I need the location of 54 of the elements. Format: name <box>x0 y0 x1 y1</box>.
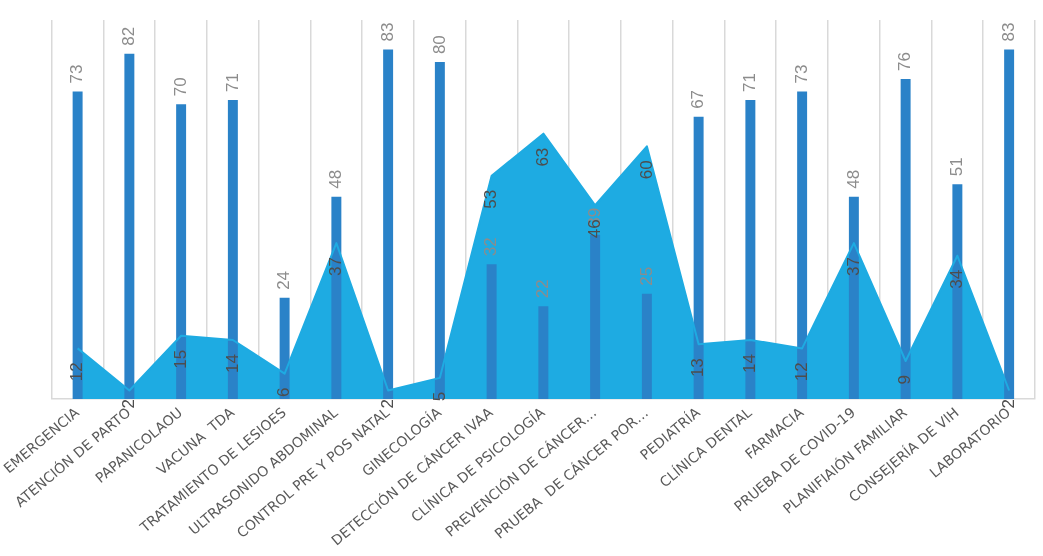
data-label: 51 <box>947 157 967 177</box>
bar <box>434 62 445 399</box>
data-label: 48 <box>326 169 346 189</box>
data-label: 12 <box>67 362 87 382</box>
data-label: 34 <box>947 269 967 289</box>
bar <box>693 116 704 399</box>
data-label: 9 <box>895 375 915 385</box>
data-label: 73 <box>791 64 811 84</box>
bar <box>486 264 497 399</box>
data-label: 32 <box>481 237 501 257</box>
data-label: 71 <box>222 73 242 92</box>
bar <box>848 196 859 399</box>
data-label: 80 <box>429 35 449 55</box>
bar <box>383 49 394 399</box>
data-label: 60 <box>636 160 656 180</box>
data-label: 2 <box>377 398 397 409</box>
data-label: 14 <box>222 353 242 373</box>
data-label: 73 <box>67 64 87 84</box>
data-label: 2 <box>119 398 139 409</box>
bar <box>797 91 808 399</box>
data-label: 76 <box>895 52 915 71</box>
bar <box>538 306 549 399</box>
data-label: 25 <box>636 266 656 286</box>
bar <box>72 91 83 399</box>
data-label: 82 <box>119 26 139 46</box>
data-label: 70 <box>170 77 190 97</box>
bar <box>227 99 238 399</box>
data-label: 53 <box>481 189 501 209</box>
data-label: 24 <box>274 270 294 290</box>
bar <box>279 297 290 399</box>
data-label: 12 <box>791 362 811 382</box>
data-label: 71 <box>740 73 760 92</box>
data-label: 48 <box>843 169 863 189</box>
data-label: 63 <box>533 147 553 167</box>
data-label: 37 <box>326 257 346 277</box>
bar <box>641 293 652 399</box>
data-label: 14 <box>740 353 760 373</box>
data-label: 83 <box>998 22 1018 42</box>
data-label: 22 <box>533 279 553 299</box>
bar <box>952 184 963 399</box>
data-label: 83 <box>377 22 397 42</box>
bar <box>900 78 911 399</box>
bar <box>1004 49 1015 399</box>
data-label: 13 <box>688 358 708 378</box>
data-label: 6 <box>274 387 294 398</box>
bar <box>124 53 135 399</box>
data-label: 67 <box>688 89 708 109</box>
data-label: 2 <box>998 398 1018 409</box>
bar <box>745 99 756 399</box>
data-label: 5 <box>429 391 449 402</box>
bar <box>331 196 342 399</box>
data-label: 37 <box>843 257 863 277</box>
data-label: 15 <box>170 349 190 369</box>
bar <box>176 104 187 399</box>
